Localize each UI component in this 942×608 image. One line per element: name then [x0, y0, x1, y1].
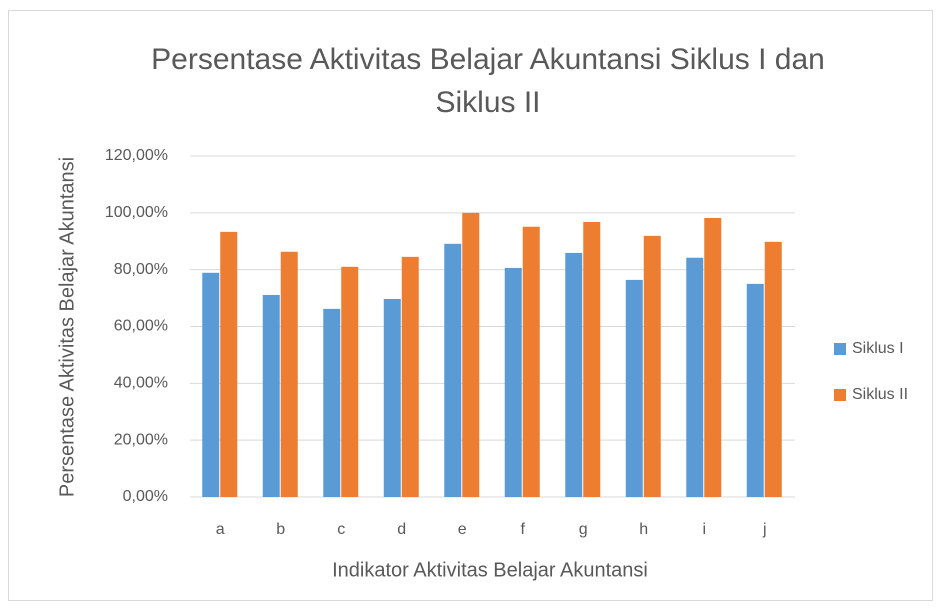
- bar: [704, 217, 722, 497]
- legend-label: Siklus II: [852, 386, 908, 403]
- legend-label: Siklus I: [852, 340, 904, 357]
- bar: [202, 272, 220, 497]
- x-tick-label: d: [397, 521, 406, 538]
- bar: [323, 308, 341, 497]
- x-tick-label: a: [216, 521, 225, 538]
- bar: [583, 221, 601, 497]
- bar: [522, 226, 540, 497]
- bar: [462, 212, 480, 498]
- y-tick-label: 20,00%: [114, 431, 168, 448]
- x-tick-label: i: [702, 521, 706, 538]
- bar: [262, 294, 280, 497]
- bar: [504, 267, 522, 497]
- x-tick-label: b: [276, 521, 285, 538]
- x-tick-label: e: [458, 521, 467, 538]
- bar: [401, 256, 419, 497]
- bar: [444, 243, 462, 497]
- bar: [565, 252, 583, 497]
- bar: [643, 235, 661, 497]
- bar: [746, 283, 764, 497]
- x-tick-label: c: [337, 521, 345, 538]
- y-tick-label: 80,00%: [114, 261, 168, 278]
- legend-swatch: [834, 343, 846, 355]
- bar: [686, 257, 704, 497]
- bar: [625, 279, 643, 497]
- bar: [764, 241, 782, 497]
- bar: [341, 266, 359, 497]
- x-tick-label: h: [639, 521, 648, 538]
- x-tick-label: j: [762, 521, 767, 538]
- x-tick-label: f: [521, 521, 526, 538]
- y-tick-label: 60,00%: [114, 318, 168, 335]
- bar: [220, 231, 238, 497]
- y-tick-label: 0,00%: [123, 488, 168, 505]
- x-tick-label: g: [579, 521, 588, 538]
- y-tick-label: 40,00%: [114, 375, 168, 392]
- x-axis-title: Indikator Aktivitas Belajar Akuntansi: [332, 559, 648, 581]
- y-tick-label: 120,00%: [105, 147, 168, 164]
- y-axis-title: Persentase Aktivitas Belajar Akuntansi: [56, 157, 78, 497]
- bar: [280, 251, 298, 497]
- y-tick-label: 100,00%: [105, 204, 168, 221]
- bar: [383, 298, 401, 497]
- chart-title: Persentase Aktivitas Belajar Akuntansi S…: [151, 43, 825, 119]
- legend-swatch: [834, 389, 846, 401]
